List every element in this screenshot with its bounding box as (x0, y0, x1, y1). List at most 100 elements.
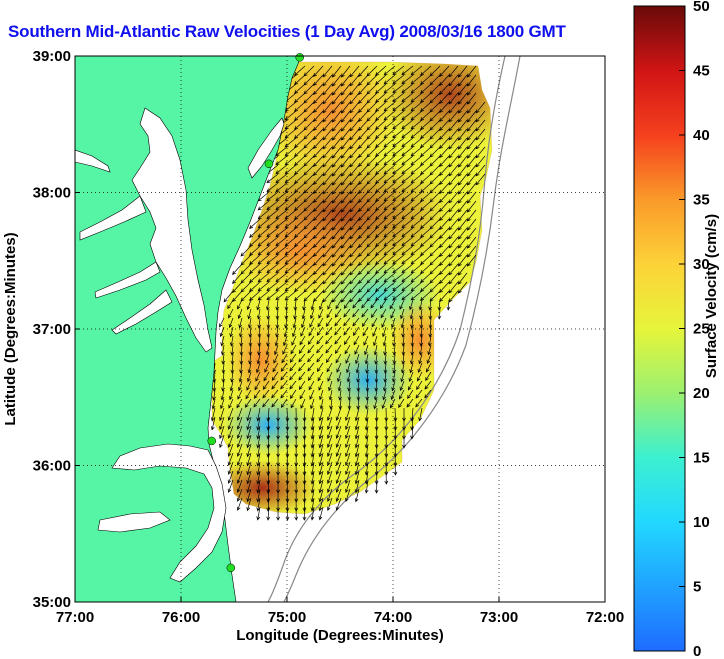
speed-blob-south-low (223, 395, 313, 455)
velocity-arrow (420, 227, 432, 238)
velocity-arrow (349, 281, 360, 294)
velocity-arrow (349, 173, 360, 186)
velocity-arrow (246, 380, 252, 391)
velocity-arrow (439, 182, 450, 194)
velocity-arrow (310, 443, 315, 458)
velocity-arrow (466, 65, 477, 78)
velocity-arrow (246, 434, 252, 449)
velocity-arrow (335, 299, 342, 310)
colorbar-tick-label: 50 (693, 0, 710, 15)
velocity-arrow (293, 308, 297, 320)
velocity-arrow (410, 164, 423, 175)
velocity-arrow (340, 101, 351, 114)
velocity-arrow (249, 236, 261, 247)
velocity-arrow (466, 236, 477, 249)
velocity-arrow (349, 110, 360, 123)
velocity-arrow (419, 317, 424, 329)
velocity-arrow (401, 227, 414, 238)
velocity-arrow (246, 299, 252, 311)
velocity-arrow (322, 137, 333, 150)
velocity-arrow (326, 434, 333, 449)
velocity-arrow (457, 164, 468, 177)
velocity-arrow (294, 200, 306, 211)
velocity-arrow (448, 83, 459, 96)
velocity-arrow (263, 371, 270, 382)
velocity-arrow (236, 479, 243, 493)
velocity-arrow (401, 281, 414, 292)
velocity-arrow (326, 362, 333, 373)
velocity-arrow (344, 470, 351, 485)
velocity-arrow (343, 299, 351, 309)
velocity-arrow (313, 146, 324, 158)
velocity-arrow (265, 344, 270, 356)
velocity-arrow (448, 155, 459, 168)
velocity-arrow (349, 227, 360, 240)
velocity-arrow (400, 308, 405, 320)
velocity-arrow (358, 272, 369, 284)
velocity-arrow (457, 191, 468, 204)
velocity-arrow (309, 389, 315, 400)
velocity-arrow (410, 83, 423, 94)
velocity-arrow (310, 434, 315, 449)
velocity-arrow (375, 83, 387, 94)
velocity-arrow (356, 398, 361, 410)
velocity-arrow (331, 164, 342, 177)
velocity-arrow (313, 272, 324, 284)
velocity-arrow (424, 389, 432, 399)
velocity-arrow (236, 416, 243, 430)
velocity-arrow (254, 380, 261, 391)
velocity-arrow (370, 308, 378, 318)
velocity-arrow (239, 344, 244, 356)
velocity-arrow (439, 155, 450, 167)
velocity-arrow (322, 263, 333, 276)
velocity-arrow (325, 344, 333, 354)
velocity-arrow (227, 443, 234, 457)
velocity-arrow (383, 272, 396, 283)
velocity-arrow (410, 344, 415, 356)
velocity-arrow (401, 65, 414, 76)
velocity-arrow (249, 281, 261, 292)
velocity-arrow (349, 137, 360, 150)
velocity-arrow (294, 290, 306, 301)
velocity-arrow (256, 479, 261, 494)
velocity-arrow (358, 182, 369, 194)
velocity-arrow (364, 479, 369, 494)
velocity-arrow (294, 155, 306, 166)
velocity-arrow (374, 479, 379, 494)
velocity-arrow (318, 407, 324, 422)
velocity-arrow (220, 398, 225, 410)
velocity-arrow (401, 344, 406, 356)
velocity-arrow (400, 362, 405, 374)
velocity-arrow (280, 362, 288, 372)
velocity-arrow (236, 398, 243, 409)
velocity-arrow (392, 200, 405, 211)
velocity-arrow (349, 101, 360, 114)
velocity-arrow (257, 335, 262, 347)
velocity-arrow (331, 236, 342, 249)
velocity-arrow (466, 92, 477, 105)
velocity-arrow (271, 398, 279, 408)
velocity-arrow (349, 164, 360, 177)
velocity-arrow (331, 200, 342, 213)
velocity-arrow (427, 344, 432, 356)
velocity-arrow (344, 416, 351, 431)
y-axis-ticks: 35:00 36:00 37:00 38:00 39:00 (33, 48, 80, 611)
velocity-arrow (285, 488, 290, 503)
velocity-arrow (345, 353, 351, 364)
velocity-arrow (303, 290, 315, 302)
velocity-arrow (291, 335, 297, 346)
velocity-arrow (257, 272, 270, 283)
velocity-arrow (475, 128, 486, 141)
velocity-arrow (266, 191, 279, 202)
velocity-arrow (344, 434, 351, 449)
velocity-arrow (266, 497, 271, 512)
velocity-arrow (302, 506, 307, 521)
velocity-arrow (448, 92, 459, 105)
river-upper-left (75, 149, 111, 173)
velocity-arrow (354, 461, 360, 476)
velocity-arrow (229, 335, 234, 347)
velocity-arrow (375, 101, 387, 112)
velocity-arrow (365, 362, 369, 374)
velocity-arrow (271, 371, 279, 381)
